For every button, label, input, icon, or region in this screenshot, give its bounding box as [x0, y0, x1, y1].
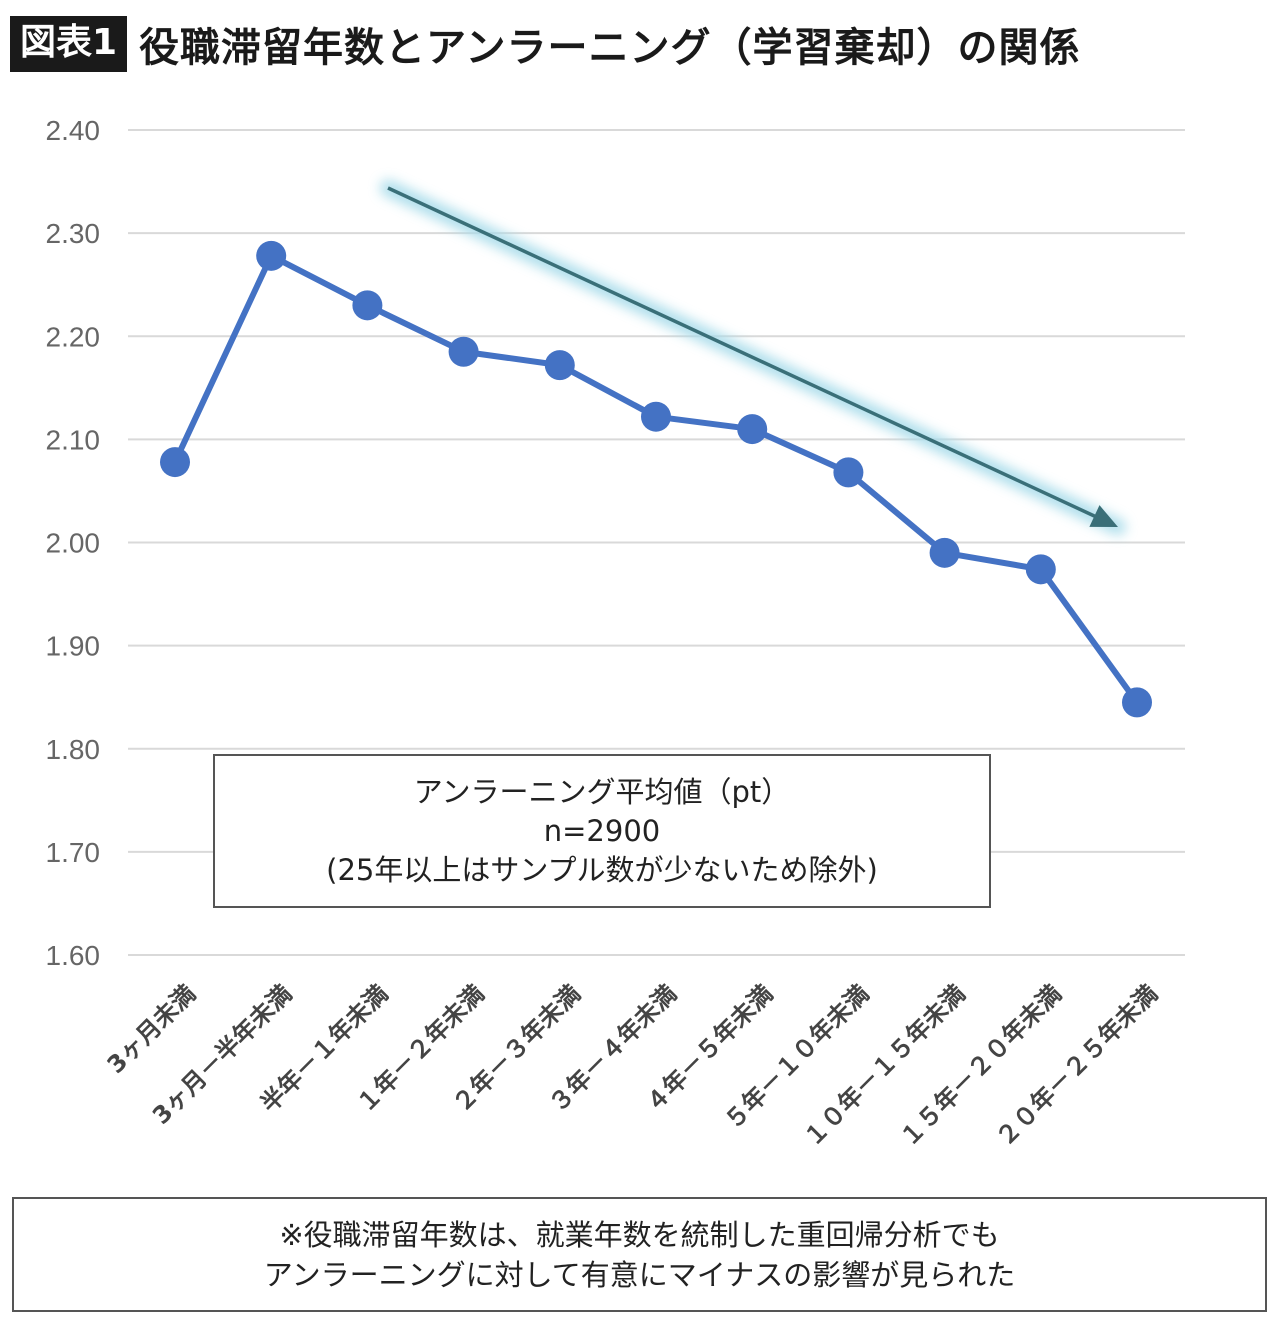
data-point	[448, 336, 479, 367]
data-point	[929, 537, 960, 568]
x-tick-label: 3ヶ月未満	[102, 979, 201, 1078]
trend-arrow-shaft	[387, 186, 1099, 520]
footnote-line-2: アンラーニングに対して有意にマイナスの影響が見られた	[263, 1257, 1016, 1292]
data-point	[256, 240, 287, 271]
figure-header: 図表1 役職滞留年数とアンラーニング（学習棄却）の関係	[10, 14, 1080, 74]
x-tick-label: １０年－１５年未満	[798, 979, 971, 1152]
y-tick-label: 2.40	[46, 115, 101, 146]
data-point	[1122, 687, 1152, 718]
trend-arrow-group	[380, 180, 1126, 535]
line-chart: 1.60 1.70 1.80 1.90 2.00 2.10 2.20 2.30 2.40 3ヶ月…	[46, 115, 1185, 1152]
x-tick-label: １５年－２０年未満	[895, 979, 1068, 1152]
y-axis-ticks: 1.60 1.70 1.80 1.90 2.00 2.10 2.20 2.30 2.40	[46, 115, 101, 971]
data-point	[833, 457, 864, 488]
y-tick-label: 1.90	[46, 631, 101, 662]
y-tick-label: 2.10	[46, 424, 101, 455]
y-tick-label: 2.00	[46, 528, 101, 559]
data-series	[160, 240, 1152, 718]
figure-number-badge: 図表1	[10, 16, 128, 72]
chart-title: 役職滞留年数とアンラーニング（学習棄却）の関係	[139, 25, 1081, 71]
legend-line-1: アンラーニング平均値（pt）	[413, 774, 791, 809]
legend-line-3: (25年以上はサンプル数が少ないため除外)	[326, 852, 878, 887]
data-point	[352, 290, 383, 321]
legend-box: アンラーニング平均値（pt） n=2900 (25年以上はサンプル数が少ないため…	[213, 754, 991, 908]
y-tick-label: 1.60	[46, 940, 101, 971]
data-point	[737, 414, 768, 445]
data-point	[544, 350, 575, 381]
x-tick-label: ２０年－２５年未満	[991, 979, 1164, 1152]
x-axis-ticks: 3ヶ月未満3ヶ月－半年未満半年－１年未満１年－２年未満２年－３年未満３年－４年未…	[102, 979, 1163, 1152]
y-tick-label: 1.70	[46, 837, 101, 868]
trend-arrow-head	[1089, 505, 1118, 527]
data-point	[641, 401, 671, 432]
legend-line-2: n=2900	[543, 813, 661, 848]
y-tick-label: 2.30	[46, 218, 101, 249]
data-point	[160, 447, 190, 478]
y-tick-label: 2.20	[46, 321, 101, 352]
y-tick-label: 1.80	[46, 734, 101, 765]
footnote-box: ※役職滞留年数は、就業年数を統制した重回帰分析でも アンラーニングに対して有意に…	[12, 1197, 1267, 1312]
data-point	[1025, 554, 1056, 585]
footnote-line-1: ※役職滞留年数は、就業年数を統制した重回帰分析でも	[279, 1217, 1000, 1252]
series-line	[172, 252, 1140, 705]
